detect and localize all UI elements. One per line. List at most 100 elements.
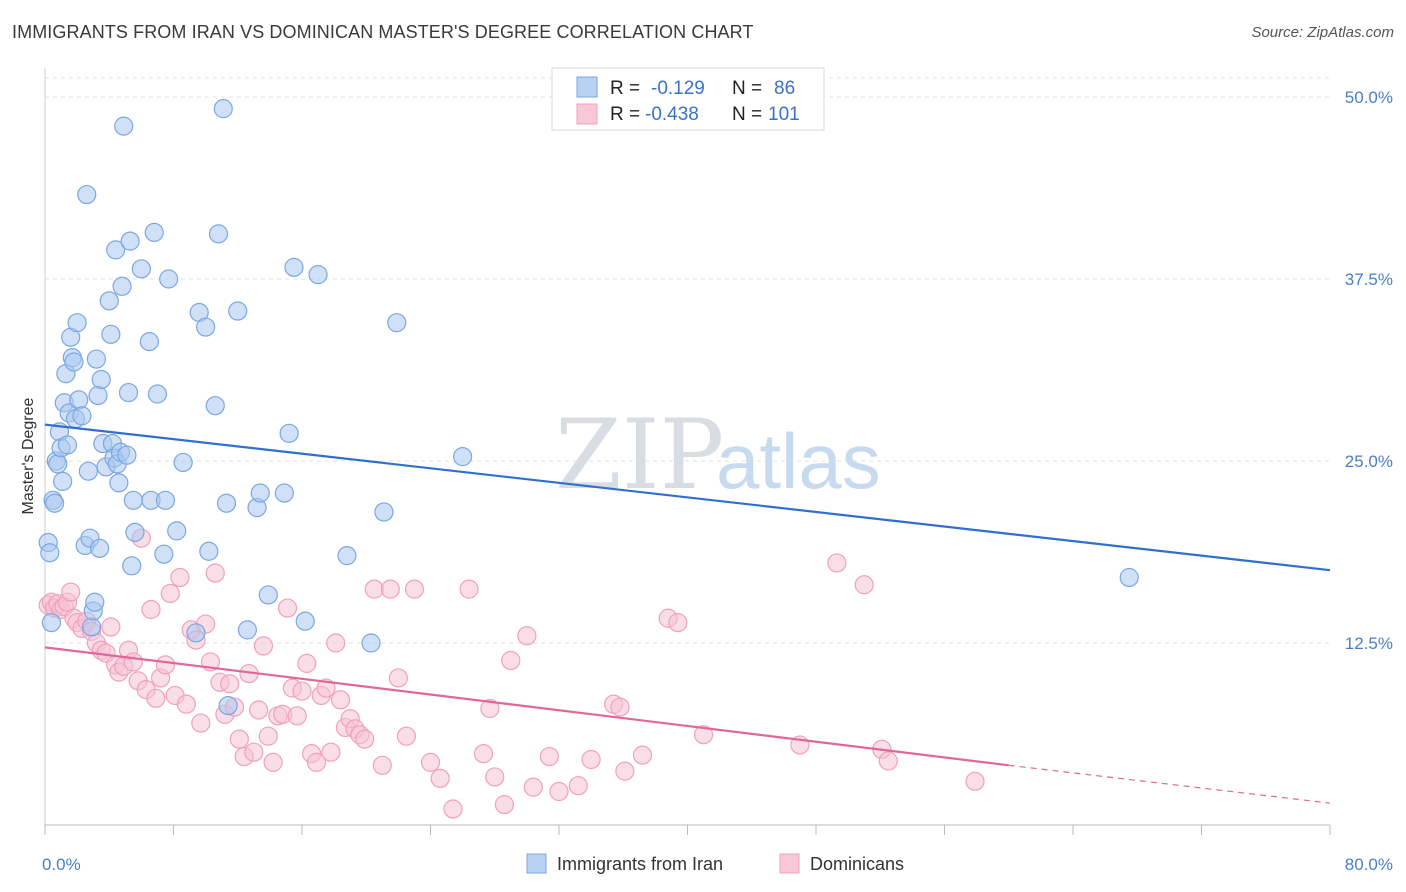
point-dominicans-63 (326, 633, 346, 653)
point-dominicans-73 (388, 668, 408, 688)
point-dominicans-92 (610, 697, 630, 717)
trend-lines (44, 423, 1331, 804)
point-immigrants-from-iran-74 (274, 483, 294, 503)
trend-line-dashed-1 (1008, 764, 1331, 804)
point-dominicans-82 (485, 767, 505, 787)
point-dominicans-70 (364, 579, 384, 599)
y-tick-labels: 12.5% 25.0% 37.5% 50.0% (1345, 88, 1393, 653)
point-immigrants-from-iran-40 (109, 473, 129, 493)
point-dominicans-43 (229, 729, 249, 749)
watermark: ZIP atlas (555, 399, 881, 511)
point-dominicans-69 (355, 729, 375, 749)
point-immigrants-from-iran-67 (216, 493, 237, 513)
point-immigrants-from-iran-55 (154, 544, 174, 564)
point-dominicans-55 (287, 706, 307, 726)
point-dominicans-76 (420, 752, 441, 772)
point-dominicans-7 (61, 582, 81, 602)
point-immigrants-from-iran-22 (77, 184, 97, 205)
point-dominicans-16 (101, 617, 121, 637)
series-legend: Immigrants from Iran Dominicans (526, 853, 904, 874)
point-immigrants-from-iran-47 (122, 556, 142, 576)
trend-line-0 (44, 423, 1331, 572)
point-immigrants-from-iran-80 (361, 633, 381, 653)
axes (44, 68, 1331, 835)
point-dominicans-57 (297, 653, 317, 673)
point-dominicans-28 (155, 655, 176, 675)
grid-lines (45, 77, 1330, 644)
point-immigrants-from-iran-72 (250, 483, 270, 503)
x-tick-label-1: 80.0% (1345, 855, 1393, 874)
point-dominicans-21 (123, 652, 143, 672)
point-immigrants-from-iran-75 (279, 423, 299, 443)
point-immigrants-from-iran-76 (284, 257, 304, 277)
point-dominicans-87 (539, 746, 559, 767)
point-dominicans-83 (494, 795, 514, 815)
point-immigrants-from-iran-46 (120, 231, 140, 251)
point-immigrants-from-iran-77 (295, 611, 315, 631)
point-dominicans-61 (316, 678, 336, 698)
point-immigrants-from-iran-18 (67, 313, 87, 333)
point-immigrants-from-iran-73 (258, 585, 278, 605)
legend-n-value-iran: 86 (774, 78, 795, 99)
point-dominicans-62 (321, 742, 341, 762)
point-immigrants-from-iran-59 (173, 452, 193, 473)
point-immigrants-from-iran-16 (64, 352, 84, 372)
point-immigrants-from-iran-65 (208, 224, 229, 244)
point-immigrants-from-iran-69 (228, 301, 248, 321)
point-dominicans-102 (878, 751, 898, 771)
point-dominicans-88 (549, 781, 569, 802)
point-immigrants-from-iran-53 (144, 222, 164, 243)
x-tick-label-0: 0.0% (42, 855, 81, 874)
x-tick-labels: 0.0% 80.0% (42, 855, 1393, 874)
point-dominicans-96 (668, 613, 688, 633)
legend-swatch-dominicans (576, 103, 598, 125)
point-immigrants-from-iran-62 (196, 317, 216, 337)
point-immigrants-from-iran-51 (139, 332, 160, 352)
point-immigrants-from-iran-12 (57, 435, 78, 455)
point-immigrants-from-iran-31 (91, 369, 111, 390)
point-immigrants-from-iran-64 (205, 396, 225, 416)
point-dominicans-90 (581, 749, 601, 770)
point-immigrants-from-iran-79 (337, 546, 357, 566)
series-swatch-iran (526, 853, 547, 874)
point-dominicans-75 (404, 579, 425, 599)
point-dominicans-56 (292, 681, 312, 701)
series-label-dominicans: Dominicans (810, 854, 904, 874)
legend-r-value-dominicans: -0.438 (645, 104, 699, 125)
point-immigrants-from-iran-34 (99, 291, 119, 311)
point-immigrants-from-iran-20 (72, 406, 92, 426)
point-immigrants-from-iran-56 (155, 490, 176, 510)
point-dominicans-81 (480, 698, 500, 719)
point-dominicans-46 (244, 742, 264, 762)
point-immigrants-from-iran-43 (114, 116, 134, 136)
point-immigrants-from-iran-78 (308, 265, 328, 285)
point-immigrants-from-iran-81 (374, 502, 394, 522)
point-immigrants-from-iran-25 (81, 617, 102, 637)
point-dominicans-41 (220, 674, 240, 694)
point-dominicans-74 (396, 726, 417, 746)
point-dominicans-85 (517, 626, 537, 646)
point-dominicans-59 (306, 752, 327, 772)
point-dominicans-47 (249, 700, 269, 720)
point-dominicans-93 (615, 761, 635, 781)
legend-swatch-iran (576, 76, 598, 98)
point-immigrants-from-iran-60 (186, 623, 206, 643)
y-tick-label-2: 37.5% (1345, 270, 1393, 289)
point-dominicans-103 (965, 771, 985, 791)
point-immigrants-from-iran-68 (218, 696, 238, 716)
point-dominicans-53 (277, 598, 298, 618)
point-dominicans-100 (854, 575, 874, 595)
point-immigrants-from-iran-42 (112, 276, 132, 296)
point-immigrants-from-iran-82 (387, 313, 407, 333)
series-swatch-dominicans (779, 853, 800, 874)
point-immigrants-from-iran-54 (147, 384, 168, 404)
y-tick-label-0: 12.5% (1345, 634, 1393, 653)
point-immigrants-from-iran-66 (213, 99, 233, 119)
legend-r-label-iran: R = (610, 78, 640, 99)
point-dominicans-71 (372, 755, 392, 775)
point-immigrants-from-iran-9 (53, 471, 73, 491)
legend-r-value-iran: -0.129 (651, 78, 705, 99)
point-dominicans-78 (443, 799, 463, 819)
point-dominicans-38 (205, 563, 225, 583)
